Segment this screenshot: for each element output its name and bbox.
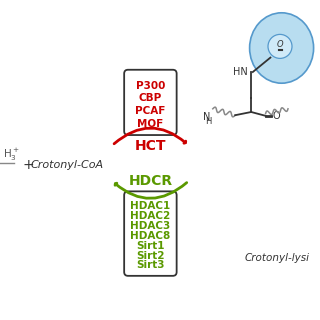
Text: HDAC3: HDAC3 — [130, 221, 171, 231]
Text: Crotonyl-CoA: Crotonyl-CoA — [31, 160, 104, 170]
Text: HDAC2: HDAC2 — [130, 211, 171, 221]
Text: HDAC1: HDAC1 — [130, 201, 171, 211]
FancyBboxPatch shape — [124, 70, 177, 135]
FancyArrowPatch shape — [115, 183, 187, 198]
Text: HCT: HCT — [135, 139, 166, 153]
Text: $\mathsf{H_3^+}$: $\mathsf{H_3^+}$ — [3, 147, 20, 163]
Text: P300: P300 — [136, 81, 165, 91]
Text: HN: HN — [233, 67, 248, 77]
Text: +: + — [23, 158, 35, 172]
Text: Sirt2: Sirt2 — [136, 251, 165, 260]
Text: HDAC8: HDAC8 — [130, 231, 171, 241]
Text: MOF: MOF — [137, 119, 164, 129]
FancyBboxPatch shape — [124, 191, 177, 276]
Text: Sirt3: Sirt3 — [136, 260, 165, 270]
Text: Crotonyl-lysi: Crotonyl-lysi — [244, 252, 309, 263]
Text: Sirt1: Sirt1 — [136, 241, 165, 251]
Ellipse shape — [250, 13, 314, 83]
Text: PCAF: PCAF — [135, 106, 165, 116]
Text: CBP: CBP — [139, 93, 162, 103]
Text: H: H — [205, 117, 212, 126]
Text: O: O — [277, 40, 283, 49]
FancyArrowPatch shape — [114, 128, 186, 144]
Text: O: O — [273, 111, 281, 122]
Ellipse shape — [268, 35, 292, 59]
Text: HDCR: HDCR — [128, 174, 172, 188]
Text: N: N — [203, 112, 211, 122]
